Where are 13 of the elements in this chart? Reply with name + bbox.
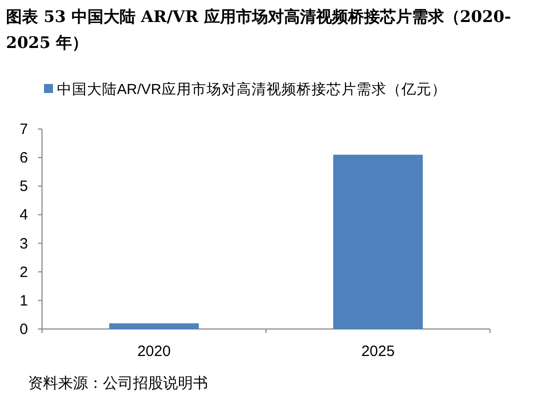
legend-label: 中国大陆AR/VR应用市场对高清视频桥接芯片需求（亿元） (57, 81, 446, 98)
text: 资料来源：公司招股说明书 (28, 374, 208, 393)
y-tick-label: 1 (20, 292, 28, 310)
y-tick-label: 7 (20, 121, 28, 138)
y-tick-label: 0 (20, 321, 28, 338)
y-tick-label: 4 (20, 206, 28, 224)
y-tick-label: 5 (20, 178, 28, 196)
y-tick-label: 6 (20, 150, 28, 167)
chart-title: 图表 53 中国大陆 AR/VR 应用市场对高清视频桥接芯片需求（2020-2025 年） (6, 6, 512, 54)
y-tick-label: 3 (20, 235, 28, 252)
x-tick-label: 2025 (361, 343, 395, 360)
y-tick-label: 2 (20, 264, 28, 281)
x-tick-label: 2020 (137, 343, 171, 360)
